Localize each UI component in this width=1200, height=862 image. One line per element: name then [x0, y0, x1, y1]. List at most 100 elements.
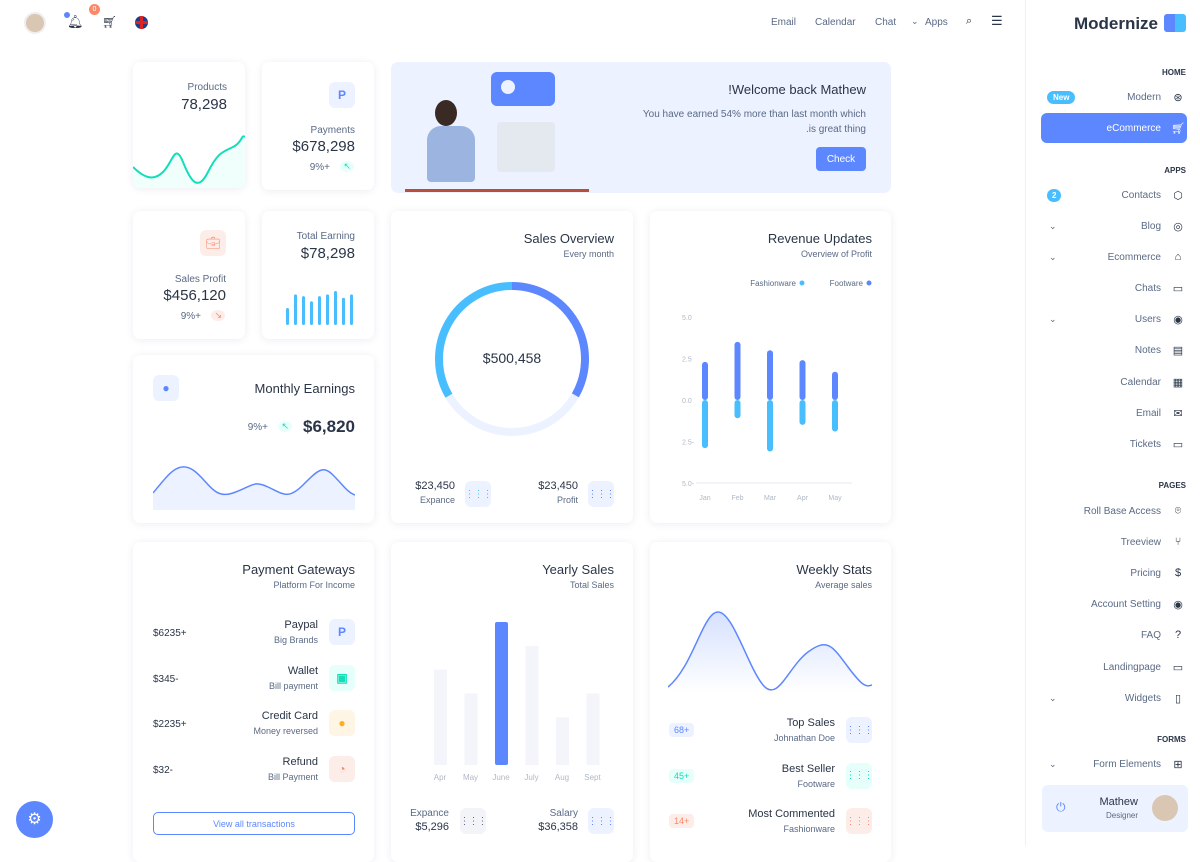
sidebar-item-chats[interactable]: Chats ▭ [1041, 273, 1187, 303]
user-circle-icon: ◉ [1173, 313, 1183, 326]
gateway-amount: $32- [153, 764, 174, 776]
bell-icon[interactable]: 🔔︎ [67, 14, 84, 29]
sidebar-item-blog[interactable]: ⌄ Blog ◎ [1041, 211, 1187, 241]
products-card: Products 78,298 [133, 62, 245, 188]
weekly-subtitle: Average sales [815, 580, 872, 590]
bar-fashionware [799, 400, 806, 425]
earning-bar [318, 296, 321, 325]
aperture-icon: ⊛ [1173, 91, 1183, 104]
earning-bar [294, 294, 297, 325]
sidebar-item-modern[interactable]: New Modern ⊛ [1041, 82, 1187, 112]
gateway-sub: Bill Payment [267, 771, 318, 782]
gateways-title: Payment Gateways [242, 562, 355, 577]
earning-bar [310, 301, 313, 325]
sidebar-item-widgets[interactable]: ⌄ Widgets ▯ [1041, 683, 1187, 713]
earning-bar [286, 308, 289, 325]
yearly-bar [434, 669, 447, 765]
x-tick: May [828, 495, 842, 502]
sidebar-item-tickets[interactable]: Tickets ▭ [1041, 429, 1187, 459]
check-button[interactable]: Check [816, 147, 866, 171]
sidebar-item-email[interactable]: Email ✉ [1041, 398, 1187, 428]
donut-segment [511, 282, 589, 398]
gateway-name: Refund [282, 755, 318, 768]
grid-dots-icon: ⋮⋮⋮ [588, 808, 616, 834]
power-icon[interactable]: ⏻ [1056, 800, 1066, 814]
sidebar-item-form-elements[interactable]: ⌄ Form Elements ⊞ [1041, 749, 1187, 779]
x-tick: Feb [731, 495, 743, 502]
yearly-title: Yearly Sales [542, 562, 614, 577]
sidebar-item-roll-base-access[interactable]: Roll Base Access ⌾ [1041, 496, 1187, 526]
donut-total: $500,458 [482, 350, 542, 366]
grid-dots-icon: ⋮⋮⋮ [465, 481, 493, 507]
basket-icon: ⌂ [1174, 251, 1182, 263]
menu-icon[interactable]: ☰ [991, 13, 1003, 28]
sidebar-item-ecommerce[interactable]: ⌄ Ecommerce ⌂ [1041, 242, 1187, 272]
x-tick: Apr [797, 495, 809, 502]
gateway-amount: $6235+ [153, 628, 187, 639]
grid-dots-icon: ⋮⋮⋮ [846, 762, 874, 789]
sidebar-item-calendar[interactable]: Calendar ▦ [1041, 367, 1187, 397]
sidebar-item-users[interactable]: ⌄ Users ◉ [1041, 304, 1187, 334]
gateways-subtitle: Platform For Income [273, 580, 355, 590]
user-profile[interactable]: ⏻ Mathew Designer [1042, 785, 1188, 832]
grid-dots-icon: ⋮⋮⋮ [588, 481, 616, 507]
sidebar-item-label: eCommerce [1106, 122, 1161, 134]
y-tick: 0.0 [682, 398, 692, 405]
sidebar-item-account-setting[interactable]: Account Setting ◉ [1041, 589, 1187, 619]
expense-label: Expance [419, 495, 455, 505]
revenue-chart: Fashionware Footware 5.0 2.5 0.0 2.5- 5.0- Jan F… [682, 279, 872, 502]
sidebar-item-label: Chats [1134, 282, 1161, 294]
nav-calendar[interactable]: Calendar [815, 17, 856, 28]
nav-chat[interactable]: Chat [875, 17, 897, 28]
briefcase-icon: 💼︎ [200, 230, 226, 256]
section-forms: FORMS [1157, 735, 1186, 744]
search-icon[interactable]: ⌕ [966, 15, 973, 27]
nav-apps[interactable]: Apps [925, 17, 948, 28]
chevron-down-icon[interactable]: ⌄ [911, 16, 919, 26]
chevron-down-icon[interactable]: ⌄ [1049, 758, 1057, 769]
weekly-stats-card: Weekly Stats Average sales 68+ Top Sales… [650, 542, 891, 862]
sidebar-badge: New [1047, 90, 1076, 104]
sidebar-item-label: Tickets [1129, 438, 1161, 450]
salary-label: Salary [549, 808, 578, 819]
revenue-updates-card: Revenue Updates Overview of Profit Fashi… [650, 211, 891, 523]
weekly-area-chart [668, 611, 872, 692]
sidebar-item-landingpage[interactable]: Landingpage ▭ [1041, 652, 1187, 682]
nav-email[interactable]: Email [771, 17, 797, 28]
earning-bar [350, 294, 353, 325]
y-tick: 5.0- [682, 481, 695, 488]
chevron-down-icon[interactable]: ⌄ [1049, 251, 1057, 262]
salary-value: $36,358 [538, 821, 578, 833]
settings-fab[interactable]: ⚙ [16, 801, 53, 838]
sidebar-item-treeview[interactable]: Treeview ⑂ [1041, 527, 1187, 557]
sidebar-item-label: Treeview [1120, 536, 1161, 548]
sidebar-item-ecommerce[interactable]: eCommerce 🛒︎ [1041, 113, 1187, 143]
app-window-icon: ▭ [1172, 661, 1184, 674]
cart-badge: 0 [89, 4, 100, 15]
yearly-expense-label: Expance [410, 808, 449, 819]
view-all-transactions-button[interactable]: View all transactions [153, 812, 355, 835]
sidebar-item-pricing[interactable]: Pricing $ [1041, 558, 1187, 588]
weekly-item-sub: Johnathan Doe [773, 733, 835, 743]
avatar[interactable] [24, 12, 46, 34]
sidebar-item-faq[interactable]: FAQ? [1041, 620, 1187, 650]
sidebar-item-contacts[interactable]: 2 Contacts ⬡ [1041, 180, 1187, 210]
chevron-down-icon[interactable]: ⌄ [1049, 692, 1057, 703]
sales-profit-card: 💼︎ Sales Profit $456,120 9%+ ↘ [133, 211, 245, 339]
donut-segment [445, 393, 579, 436]
earning-bar [342, 297, 345, 325]
sidebar-item-notes[interactable]: Notes ▤ [1041, 335, 1187, 365]
gateway-name: Paypal [284, 619, 318, 631]
sidebar-item-label: Account Setting [1090, 598, 1161, 610]
grid-dots-icon: ⋮⋮⋮ [846, 808, 874, 834]
yearly-sales-card: Yearly Sales Total Sales Apr May June July A… [391, 542, 633, 862]
expense-value: $23,450 [415, 480, 455, 492]
revenue-title: Revenue Updates [767, 231, 872, 246]
chevron-down-icon[interactable]: ⌄ [1049, 220, 1057, 231]
chevron-down-icon[interactable]: ⌄ [1049, 313, 1057, 324]
yearly-bar [586, 693, 600, 765]
cart-icon[interactable]: 🛒︎ [102, 15, 118, 29]
uk-flag-icon[interactable] [135, 16, 148, 29]
sales-profit-label: Sales Profit [174, 274, 226, 285]
revenue-subtitle: Overview of Profit [800, 249, 872, 259]
